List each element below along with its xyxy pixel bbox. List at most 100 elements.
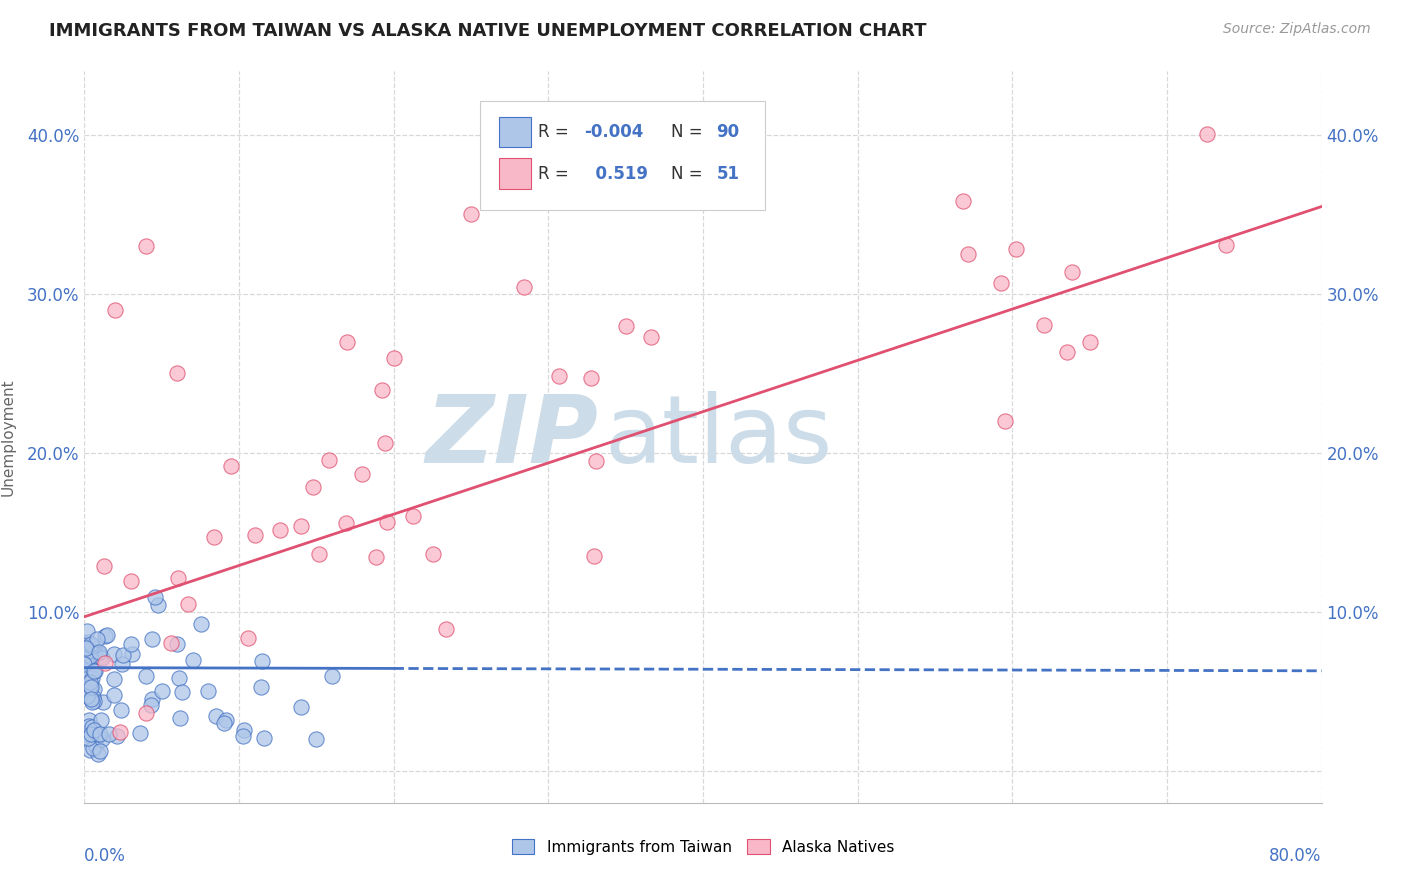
Point bbox=[139, 698, 162, 712]
Text: Source: ZipAtlas.com: Source: ZipAtlas.com bbox=[1223, 22, 1371, 37]
Point bbox=[86, 726, 108, 740]
Point bbox=[77, 719, 100, 733]
Point bbox=[104, 302, 127, 317]
Point bbox=[269, 524, 291, 538]
Point bbox=[84, 739, 107, 754]
Text: 51: 51 bbox=[717, 165, 740, 183]
Point bbox=[290, 519, 312, 533]
Point bbox=[160, 635, 183, 649]
Point bbox=[79, 679, 101, 693]
Point bbox=[1215, 238, 1237, 252]
Point bbox=[103, 672, 125, 686]
Point bbox=[243, 528, 266, 542]
Point bbox=[77, 635, 100, 649]
Point bbox=[93, 629, 115, 643]
Point bbox=[75, 656, 97, 670]
Point bbox=[82, 695, 104, 709]
Point bbox=[77, 713, 100, 727]
Text: N =: N = bbox=[671, 123, 707, 141]
Point bbox=[583, 549, 606, 563]
Point bbox=[252, 654, 274, 668]
Point bbox=[93, 559, 115, 574]
Point bbox=[321, 668, 343, 682]
Point bbox=[91, 731, 114, 746]
Point bbox=[422, 547, 444, 561]
Point bbox=[83, 664, 105, 678]
Point bbox=[957, 246, 980, 260]
Text: -0.004: -0.004 bbox=[585, 123, 644, 141]
Point bbox=[83, 643, 105, 657]
Y-axis label: Unemployment: Unemployment bbox=[1, 378, 15, 496]
Point bbox=[82, 690, 104, 704]
Point bbox=[91, 695, 114, 709]
Point bbox=[305, 732, 328, 747]
Point bbox=[80, 657, 103, 671]
Point bbox=[1032, 318, 1054, 332]
Point bbox=[402, 508, 425, 523]
Point bbox=[135, 706, 157, 720]
Point bbox=[121, 647, 143, 661]
Point bbox=[76, 647, 98, 661]
Point bbox=[990, 276, 1012, 290]
Point bbox=[110, 703, 132, 717]
Point bbox=[80, 636, 103, 650]
Point bbox=[103, 647, 125, 661]
Point bbox=[318, 453, 340, 467]
Point bbox=[233, 723, 256, 737]
Point bbox=[76, 689, 98, 703]
Point bbox=[135, 239, 157, 253]
Point bbox=[83, 681, 105, 696]
Point bbox=[238, 631, 260, 645]
Point bbox=[335, 516, 357, 531]
Point bbox=[75, 727, 97, 741]
Point bbox=[80, 726, 103, 740]
Point bbox=[82, 741, 104, 756]
FancyBboxPatch shape bbox=[499, 117, 531, 147]
Point bbox=[150, 684, 173, 698]
Point bbox=[97, 727, 120, 741]
Point bbox=[952, 194, 974, 208]
Point bbox=[219, 458, 242, 473]
Point bbox=[110, 725, 132, 739]
Point bbox=[103, 688, 125, 702]
Point bbox=[80, 691, 103, 706]
Point bbox=[80, 681, 103, 695]
Point bbox=[167, 671, 190, 685]
Point bbox=[364, 550, 387, 565]
Point bbox=[371, 384, 394, 398]
Point bbox=[336, 334, 359, 349]
Point bbox=[80, 639, 103, 653]
FancyBboxPatch shape bbox=[499, 159, 531, 189]
Point bbox=[202, 530, 225, 544]
Point bbox=[80, 692, 103, 706]
Text: 90: 90 bbox=[717, 123, 740, 141]
Point bbox=[76, 645, 98, 659]
Point bbox=[197, 684, 219, 698]
Text: IMMIGRANTS FROM TAIWAN VS ALASKA NATIVE UNEMPLOYMENT CORRELATION CHART: IMMIGRANTS FROM TAIWAN VS ALASKA NATIVE … bbox=[49, 22, 927, 40]
Point bbox=[640, 330, 662, 344]
Point bbox=[87, 646, 110, 660]
Point bbox=[382, 351, 405, 365]
Point bbox=[205, 708, 228, 723]
Point bbox=[75, 637, 97, 651]
Point bbox=[166, 637, 188, 651]
Point bbox=[513, 280, 536, 294]
Point bbox=[111, 657, 134, 672]
Point bbox=[120, 637, 142, 651]
Point bbox=[80, 720, 103, 734]
Point bbox=[232, 729, 254, 743]
Point bbox=[181, 653, 204, 667]
Point bbox=[148, 598, 170, 612]
Point bbox=[94, 656, 117, 670]
Point bbox=[460, 207, 482, 221]
Point bbox=[506, 192, 529, 206]
Point bbox=[77, 731, 100, 746]
Point bbox=[82, 662, 104, 676]
Point bbox=[212, 716, 235, 731]
Legend: Immigrants from Taiwan, Alaska Natives: Immigrants from Taiwan, Alaska Natives bbox=[505, 833, 901, 861]
Point bbox=[302, 480, 325, 494]
Point bbox=[614, 318, 637, 333]
Point bbox=[249, 681, 271, 695]
Text: R =: R = bbox=[538, 165, 575, 183]
Point bbox=[581, 371, 603, 385]
